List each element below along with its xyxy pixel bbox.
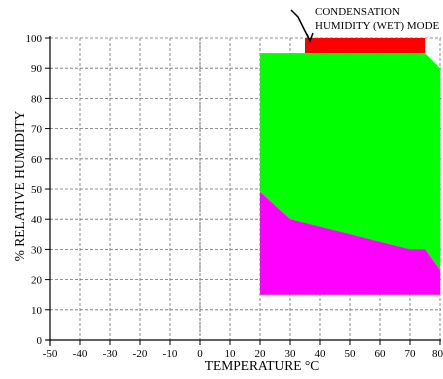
- x-tick-label: -10: [163, 348, 178, 360]
- x-tick-label: 10: [225, 348, 237, 360]
- x-tick-label: 60: [375, 348, 387, 360]
- y-tick-label: 70: [31, 124, 43, 136]
- x-tick-label: 50: [345, 348, 357, 360]
- x-tick-label: 40: [315, 348, 327, 360]
- y-tick-label: 50: [31, 184, 43, 196]
- x-tick-label: -20: [133, 348, 148, 360]
- axes: [45, 36, 441, 346]
- low-humidity-region: [260, 192, 440, 295]
- y-tick-label: 40: [31, 214, 43, 226]
- annotation-line-2: HUMIDITY (WET) MODE: [315, 20, 440, 32]
- x-tick-label: 70: [405, 348, 417, 360]
- y-tick-label: 90: [31, 63, 43, 75]
- x-tick-label: -50: [43, 348, 58, 360]
- y-tick-label: 60: [31, 154, 43, 166]
- y-tick-label: 0: [37, 335, 43, 347]
- annotation-arrowhead: [306, 32, 314, 44]
- y-tick-label: 30: [31, 244, 43, 256]
- annotation-line-1: CONDENSATION: [315, 6, 400, 18]
- tick-labels: -50 -40 -30 -20 -10 0 10 20 30 40 50 60 70 80 0 10 20 30 4…: [26, 33, 443, 360]
- x-tick-label: 30: [285, 348, 297, 360]
- annotation-arrow: [290, 9, 311, 42]
- x-axis-label: TEMPERATURE °C: [205, 358, 320, 373]
- x-tick-label: 0: [197, 348, 203, 360]
- y-tick-label: 80: [31, 93, 43, 105]
- x-tick-label: -30: [103, 348, 118, 360]
- y-tick-label: 100: [26, 33, 43, 45]
- regions: [260, 38, 440, 295]
- y-tick-label: 20: [31, 275, 43, 287]
- condensation-region: [305, 38, 425, 54]
- y-tick-label: 10: [31, 305, 43, 317]
- x-tick-label: 20: [255, 348, 267, 360]
- x-tick-label: -40: [73, 348, 88, 360]
- y-axis-label: % RELATIVE HUMIDITY: [12, 110, 27, 261]
- x-tick-label: 80: [432, 348, 443, 360]
